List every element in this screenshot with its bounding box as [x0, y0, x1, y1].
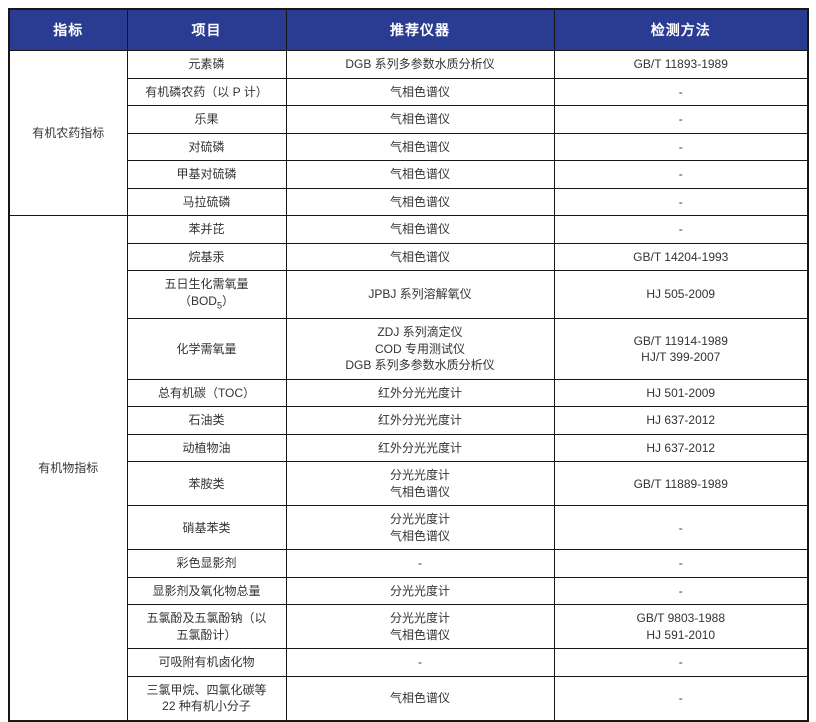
table-row: 总有机碳（TOC） 红外分光光度计 HJ 501-2009 [9, 378, 809, 408]
item-cell: 对硫磷 [126, 132, 287, 161]
method-cell: GB/T 14204-1993 [553, 242, 809, 271]
instrument-cell: 气相色谱仪 [285, 105, 555, 134]
table-row: 苯胺类 分光光度计 气相色谱仪 GB/T 11889-1989 [9, 461, 809, 507]
instrument-cell: 红外分光光度计 [285, 378, 555, 408]
item-cell: 苯并芘 [126, 215, 287, 244]
instrument-cell: 红外分光光度计 [285, 433, 555, 463]
item-cell: 元素磷 [126, 50, 287, 79]
instrument-cell: 分光光度计 [285, 576, 555, 606]
table-row: 动植物油 红外分光光度计 HJ 637-2012 [9, 433, 809, 463]
item-cell: 五氯酚及五氯酚钠（以 五氯酚计） [126, 604, 287, 650]
method-cell: - [553, 77, 809, 106]
item-cell: 石油类 [126, 406, 287, 435]
method-cell: - [553, 215, 809, 244]
method-cell: - [553, 549, 809, 578]
method-cell: - [553, 576, 809, 606]
instrument-cell: 气相色谱仪 [285, 187, 555, 216]
instrument-cell: 气相色谱仪 [285, 77, 555, 106]
instrument-cell: - [285, 549, 555, 578]
instrument-cell: JPBJ 系列溶解氧仪 [285, 269, 555, 320]
instrument-cell: ZDJ 系列滴定仪 COD 专用测试仪 DGB 系列多参数水质分析仪 [285, 318, 555, 380]
table-row: 石油类 红外分光光度计 HJ 637-2012 [9, 406, 809, 435]
table-body: 有机农药指标 元素磷 DGB 系列多参数水质分析仪 GB/T 11893-1989 有机… [8, 50, 809, 722]
instrument-cell: 气相色谱仪 [285, 215, 555, 244]
method-cell: - [553, 105, 809, 134]
item-cell: 有机磷农药（以 P 计） [126, 77, 287, 106]
item-cell: 甲基对硫磷 [126, 160, 287, 189]
table-row: 有机物指标 苯并芘 气相色谱仪 - [8, 214, 809, 722]
method-cell: - [553, 187, 809, 216]
page: 指标 项目 推荐仪器 检测方法 有机农药指标 元素磷 DGB 系列多参数水质分析仪 G… [8, 8, 809, 722]
method-cell: GB/T 9803-1988 HJ 591-2010 [553, 604, 809, 650]
instrument-cell: 气相色谱仪 [285, 132, 555, 161]
table-row: 有机磷农药（以 P 计） 气相色谱仪 - [9, 77, 809, 106]
item-cell: 乐果 [126, 105, 287, 134]
column-header-indicator: 指标 [8, 8, 128, 51]
instrument-cell: 分光光度计 气相色谱仪 [285, 604, 555, 650]
table-row: 五日生化需氧量 （BOD5） JPBJ 系列溶解氧仪 HJ 505-2009 [9, 269, 809, 320]
method-cell: HJ 505-2009 [553, 269, 809, 320]
header-row: 指标 项目 推荐仪器 检测方法 [8, 8, 809, 51]
table-row: 显影剂及氧化物总量 分光光度计 - [9, 576, 809, 606]
table-row: 三氯甲烷、四氯化碳等 22 种有机小分子 气相色谱仪 - [9, 675, 809, 722]
table-row: 可吸附有机卤化物 - - [9, 648, 809, 677]
item-cell: 化学需氧量 [126, 318, 287, 380]
method-cell: HJ 501-2009 [553, 378, 809, 408]
table-row: 化学需氧量 ZDJ 系列滴定仪 COD 专用测试仪 DGB 系列多参数水质分析仪 GB/… [9, 318, 809, 380]
method-cell: GB/T 11914-1989 HJ/T 399-2007 [553, 318, 809, 380]
item-cell: 硝基苯类 [126, 505, 287, 551]
table-row: 乐果 气相色谱仪 - [9, 105, 809, 134]
table-row: 硝基苯类 分光光度计 气相色谱仪 - [9, 505, 809, 551]
indicator-table: 指标 项目 推荐仪器 检测方法 有机农药指标 元素磷 DGB 系列多参数水质分析仪 G… [8, 8, 809, 722]
table-header: 指标 项目 推荐仪器 检测方法 [8, 8, 809, 51]
method-cell: - [553, 160, 809, 189]
instrument-cell: - [285, 648, 555, 677]
method-cell: - [553, 675, 809, 722]
method-cell: HJ 637-2012 [553, 433, 809, 463]
instrument-cell: DGB 系列多参数水质分析仪 [285, 50, 555, 79]
instrument-cell: 气相色谱仪 [285, 242, 555, 271]
table-row: 有机农药指标 元素磷 DGB 系列多参数水质分析仪 GB/T 11893-1989 [8, 50, 809, 216]
instrument-cell: 分光光度计 气相色谱仪 [285, 505, 555, 551]
item-cell: 马拉硫磷 [126, 187, 287, 216]
table-row: 马拉硫磷 气相色谱仪 - [9, 187, 809, 216]
table-row: 对硫磷 气相色谱仪 - [9, 132, 809, 161]
table-row: 甲基对硫磷 气相色谱仪 - [9, 160, 809, 189]
instrument-cell: 分光光度计 气相色谱仪 [285, 461, 555, 507]
item-cell: 五日生化需氧量 （BOD5） [126, 269, 287, 320]
method-cell: - [553, 648, 809, 677]
column-header-item: 项目 [126, 8, 287, 51]
item-cell: 可吸附有机卤化物 [126, 648, 287, 677]
table-row: 彩色显影剂 - - [9, 549, 809, 578]
item-cell: 动植物油 [126, 433, 287, 463]
indicator-group-cell: 有机物指标 [8, 214, 128, 722]
method-cell: - [553, 505, 809, 551]
item-cell: 总有机碳（TOC） [126, 378, 287, 408]
item-cell: 烷基汞 [126, 242, 287, 271]
table-row: 烷基汞 气相色谱仪 GB/T 14204-1993 [9, 242, 809, 271]
instrument-cell: 气相色谱仪 [285, 675, 555, 722]
item-cell: 显影剂及氧化物总量 [126, 576, 287, 606]
item-cell: 三氯甲烷、四氯化碳等 22 种有机小分子 [126, 675, 287, 722]
column-header-method: 检测方法 [553, 8, 809, 51]
indicator-group-cell: 有机农药指标 [8, 50, 128, 216]
item-cell: 苯胺类 [126, 461, 287, 507]
instrument-cell: 红外分光光度计 [285, 406, 555, 435]
method-cell: GB/T 11893-1989 [553, 50, 809, 79]
method-cell: - [553, 132, 809, 161]
table-row: 五氯酚及五氯酚钠（以 五氯酚计） 分光光度计 气相色谱仪 GB/T 9803-1988 H… [9, 604, 809, 650]
method-cell: HJ 637-2012 [553, 406, 809, 435]
item-cell: 彩色显影剂 [126, 549, 287, 578]
method-cell: GB/T 11889-1989 [553, 461, 809, 507]
column-header-instrument: 推荐仪器 [285, 8, 555, 51]
instrument-cell: 气相色谱仪 [285, 160, 555, 189]
